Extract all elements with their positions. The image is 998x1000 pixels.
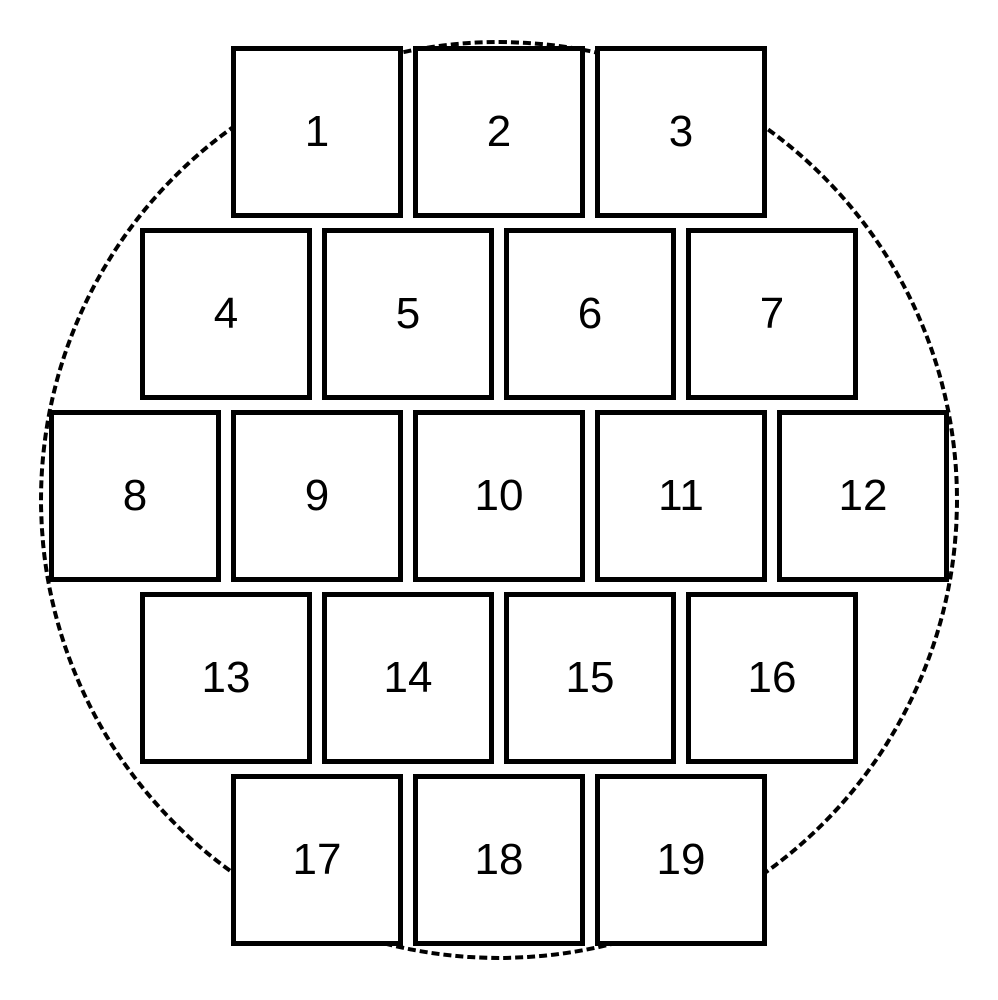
- cell-10: 10: [413, 410, 585, 582]
- cell-label: 11: [658, 471, 704, 521]
- cell-2: 2: [413, 46, 585, 218]
- cell-label: 1: [305, 107, 329, 157]
- cell-16: 16: [686, 592, 858, 764]
- cell-8: 8: [49, 410, 221, 582]
- cell-1: 1: [231, 46, 403, 218]
- cell-label: 6: [578, 289, 602, 339]
- cell-7: 7: [686, 228, 858, 400]
- cell-12: 12: [777, 410, 949, 582]
- cell-label: 15: [566, 653, 615, 703]
- cell-9: 9: [231, 410, 403, 582]
- cell-6: 6: [504, 228, 676, 400]
- cell-19: 19: [595, 774, 767, 946]
- cell-label: 2: [487, 107, 511, 157]
- cell-15: 15: [504, 592, 676, 764]
- cell-18: 18: [413, 774, 585, 946]
- cell-label: 13: [202, 653, 251, 703]
- cell-11: 11: [595, 410, 767, 582]
- cell-label: 5: [396, 289, 420, 339]
- cell-label: 10: [475, 471, 524, 521]
- cell-label: 9: [305, 471, 329, 521]
- cell-label: 14: [384, 653, 433, 703]
- cell-label: 8: [123, 471, 147, 521]
- cell-5: 5: [322, 228, 494, 400]
- cell-label: 3: [669, 107, 693, 157]
- cell-4: 4: [140, 228, 312, 400]
- cell-label: 7: [760, 289, 784, 339]
- cell-label: 16: [748, 653, 797, 703]
- cell-label: 19: [657, 835, 706, 885]
- cell-label: 18: [475, 835, 524, 885]
- cell-14: 14: [322, 592, 494, 764]
- cell-17: 17: [231, 774, 403, 946]
- cell-13: 13: [140, 592, 312, 764]
- cell-label: 4: [214, 289, 238, 339]
- diagram-stage: 12345678910111213141516171819: [0, 0, 998, 1000]
- cell-label: 12: [839, 471, 888, 521]
- cell-3: 3: [595, 46, 767, 218]
- cell-label: 17: [293, 835, 342, 885]
